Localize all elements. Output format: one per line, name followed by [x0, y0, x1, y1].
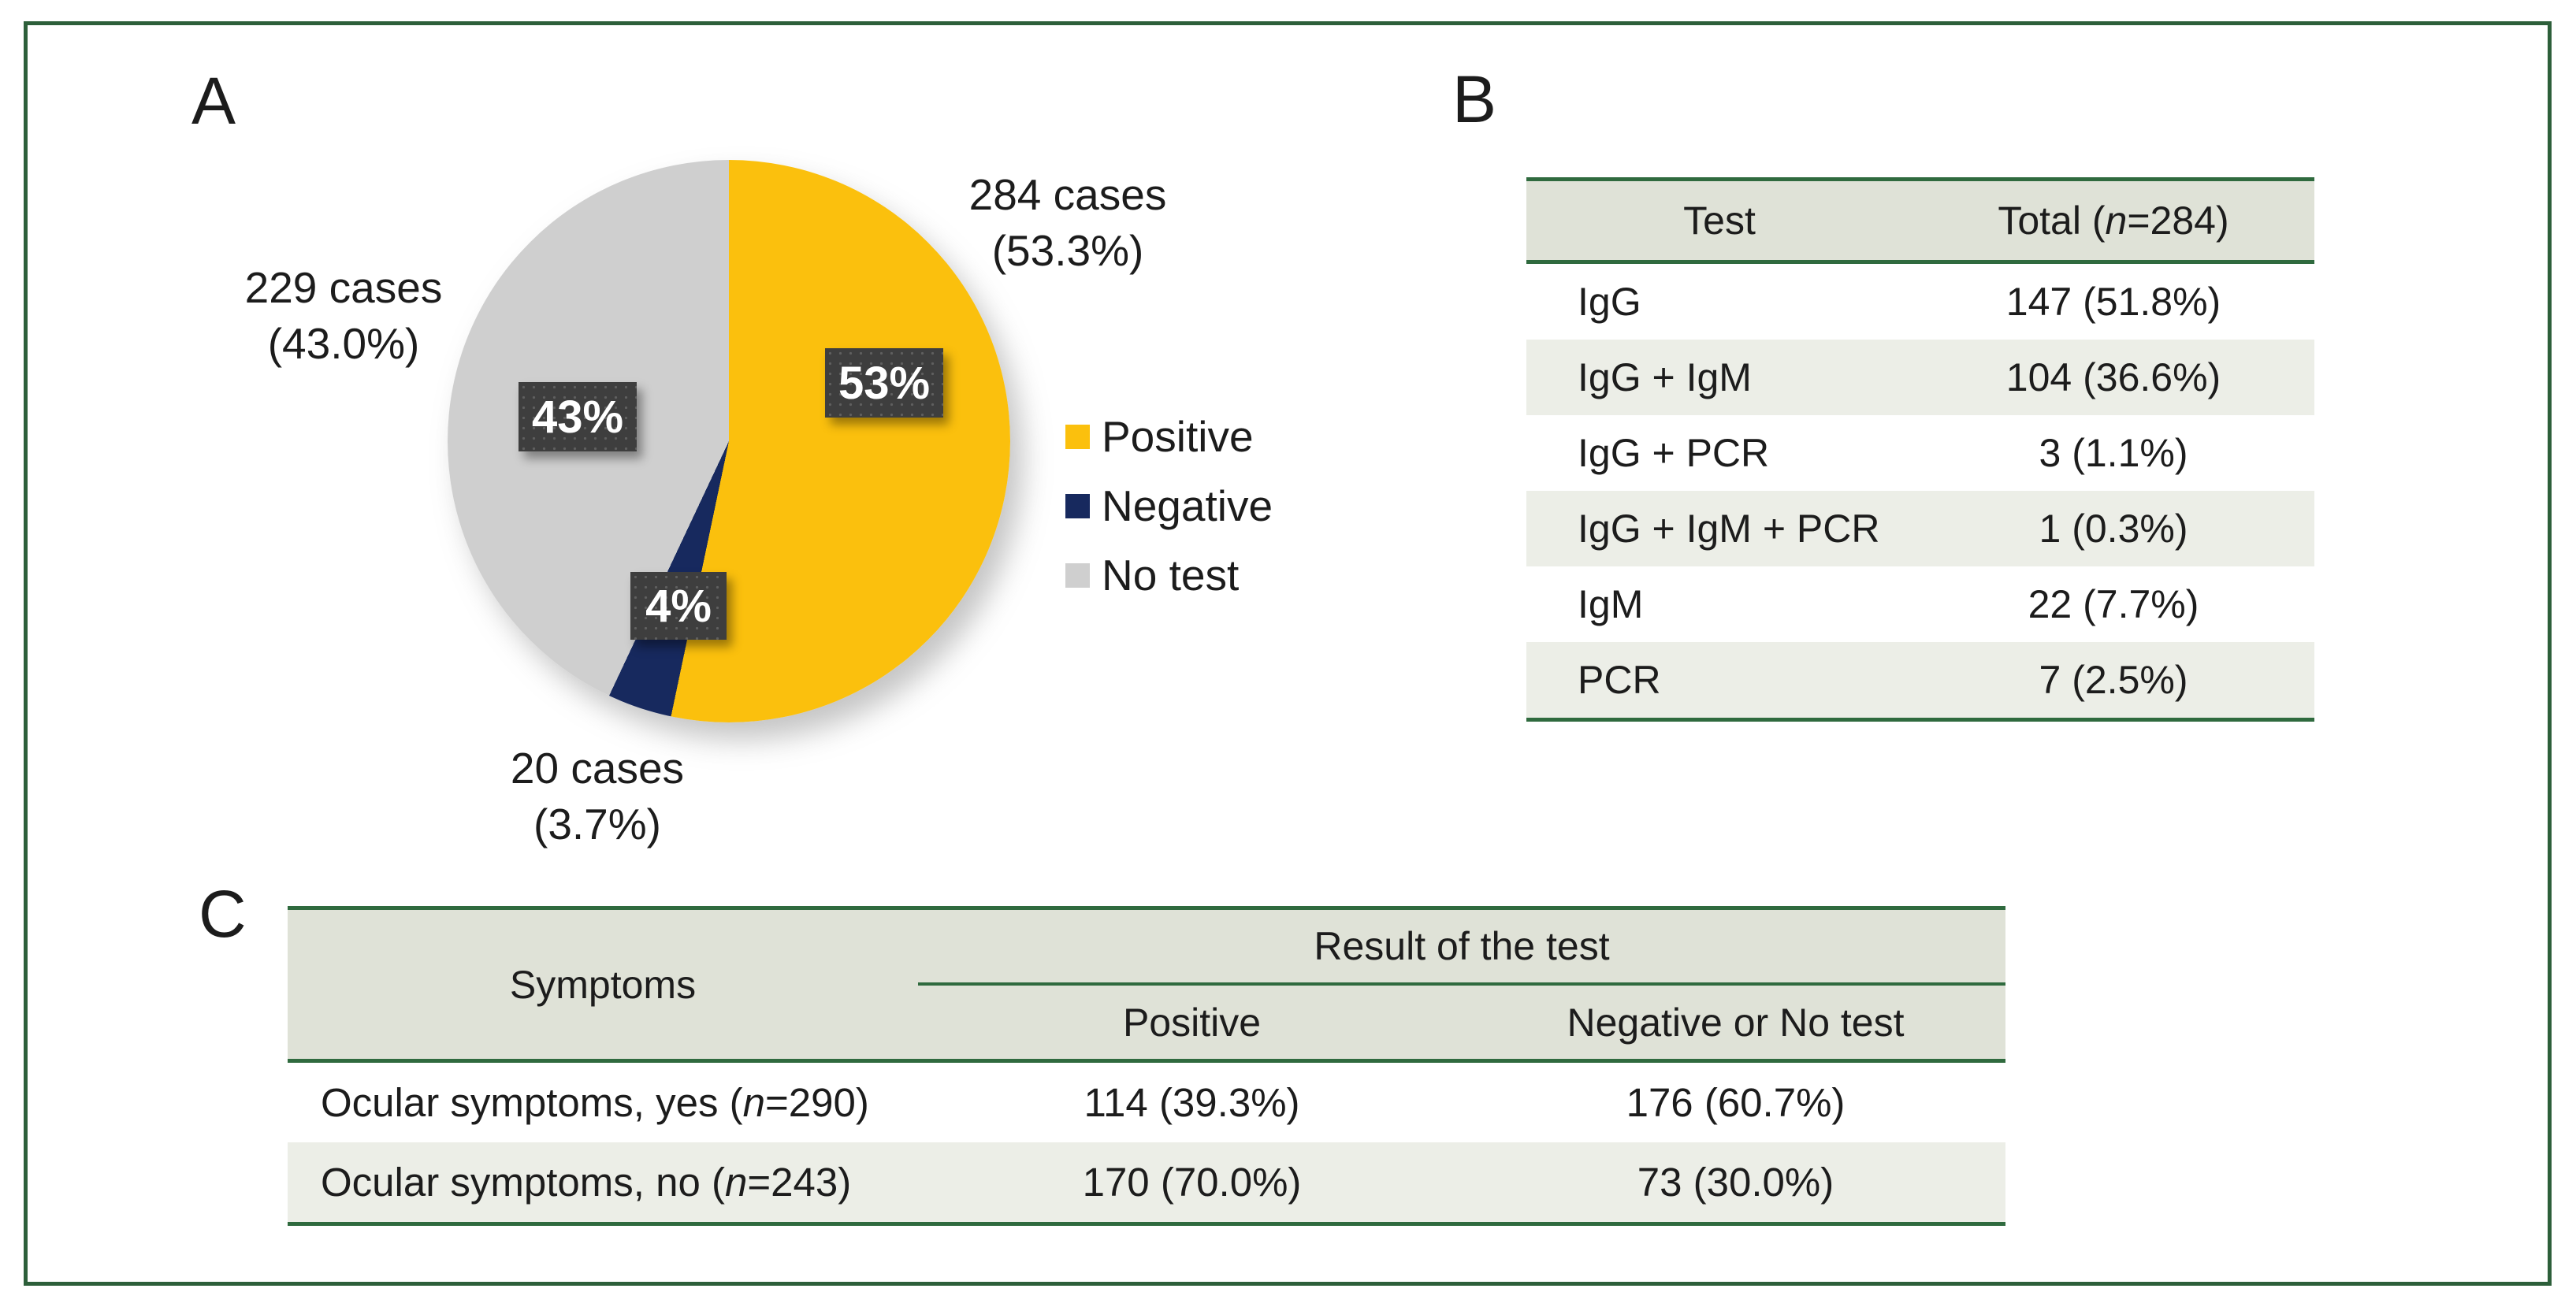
symptoms-table-header: Symptoms Result of the test Positive Neg…: [288, 906, 2005, 1063]
legend-label-no-test: No test: [1102, 551, 1240, 600]
table-row: IgG + IgM + PCR 1 (0.3%): [1526, 491, 2314, 566]
table-row: IgM 22 (7.7%): [1578, 582, 2199, 626]
test-totals-table: Test Total (n=284) IgG 147 (51.8%) IgG +…: [1526, 177, 2314, 722]
panel-b-label: B: [1452, 62, 1497, 136]
pie-callout-positive-pct: (53.3%): [991, 226, 1144, 275]
test-table-header-total: Total (n=284): [1998, 199, 2229, 243]
pie-badge-negative: 4%: [630, 572, 727, 640]
panel-c-label: C: [199, 877, 247, 951]
pie-callout-no-test-pct: (43.0%): [267, 319, 420, 368]
pie-badge-positive: 53%: [825, 348, 943, 418]
pie-callout-no-test-cases: 229 cases: [244, 263, 443, 312]
pie-callout-negative-pct: (3.7%): [533, 800, 661, 848]
table-row: IgG 147 (51.8%): [1578, 280, 2221, 324]
table-row: IgG + IgM 104 (36.6%): [1526, 340, 2314, 415]
pie-callout-positive: 284 cases (53.3%): [887, 167, 1249, 279]
pie-badge-no-test: 43%: [519, 382, 637, 451]
test-table-header: Test Total (n=284): [1526, 177, 2314, 264]
pie-callout-no-test: 229 cases (43.0%): [162, 260, 525, 372]
symptom-row-label: Ocular symptoms, yes (n=290): [321, 1080, 869, 1125]
positive-value: 170 (70.0%): [1082, 1160, 1302, 1205]
positive-subheader: Positive: [1122, 1000, 1262, 1045]
result-group-header: Result of the test: [1314, 924, 1610, 968]
pie-callout-negative: 20 cases (3.7%): [416, 741, 779, 852]
negative-subheader: Negative or No test: [1567, 1000, 1905, 1045]
legend-item-positive: Positive: [1065, 412, 1273, 461]
legend-item-negative: Negative: [1065, 481, 1273, 530]
negative-value: 73 (30.0%): [1637, 1160, 1834, 1205]
table-row: PCR 7 (2.5%): [1526, 642, 2314, 718]
pie-callout-positive-cases: 284 cases: [968, 170, 1167, 219]
symptoms-header-cell: Symptoms: [509, 962, 697, 1007]
table-row: Ocular symptoms, no (n=243) 170 (70.0%) …: [288, 1142, 2005, 1222]
panel-a-label: A: [191, 64, 236, 138]
table-row: IgG + PCR 3 (1.1%): [1578, 431, 2188, 475]
pie-legend: Positive Negative No test: [1065, 412, 1273, 600]
legend-swatch-positive: [1065, 424, 1090, 449]
negative-value: 176 (60.7%): [1626, 1080, 1846, 1125]
legend-label-negative: Negative: [1102, 481, 1273, 530]
legend-swatch-no-test: [1065, 563, 1090, 588]
symptoms-results-table: Symptoms Result of the test Positive Neg…: [288, 906, 2005, 1226]
positive-value: 114 (39.3%): [1084, 1080, 1300, 1125]
legend-item-no-test: No test: [1065, 551, 1273, 600]
result-group-underline: [918, 982, 2005, 986]
pie-callout-negative-cases: 20 cases: [510, 744, 685, 793]
legend-label-positive: Positive: [1102, 412, 1254, 461]
symptom-row-label: Ocular symptoms, no (n=243): [321, 1160, 852, 1205]
legend-swatch-negative: [1065, 493, 1090, 518]
test-table-header-test: Test: [1683, 199, 1756, 243]
table-row: Ocular symptoms, yes (n=290) 114 (39.3%)…: [288, 1063, 2005, 1142]
